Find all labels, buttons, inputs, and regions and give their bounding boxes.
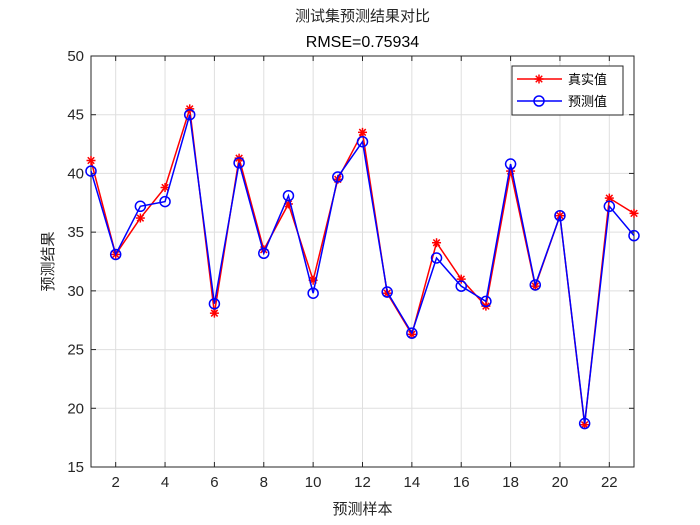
data-point-true (185, 104, 195, 114)
data-point-predicted (307, 287, 319, 299)
data-point-true (135, 213, 145, 223)
legend-marker-circle (533, 95, 545, 107)
legend-entry-predicted: 预测值 (517, 94, 607, 110)
marker-stroke (358, 128, 367, 137)
marker-stroke (535, 75, 543, 83)
data-point-predicted (282, 189, 295, 202)
data-point-predicted (578, 417, 591, 430)
legend-label-predicted: 预测值 (568, 94, 607, 110)
chart-subtitle: RMSE=0.75934 (306, 34, 420, 51)
y-tick-label: 15 (67, 459, 84, 476)
data-point-predicted (603, 200, 616, 213)
legend: 真实值 预测值 (511, 65, 624, 116)
x-tick-label: 2 (112, 474, 120, 491)
legend-marker-asterisk (534, 74, 544, 84)
x-tick-label: 16 (453, 474, 470, 491)
data-point-predicted (134, 200, 147, 213)
data-point-predicted (183, 108, 196, 121)
data-point-true (160, 183, 170, 193)
marker-stroke (630, 209, 638, 218)
x-tick-label: 20 (552, 474, 569, 491)
data-point-predicted (406, 327, 418, 339)
data-point-predicted (504, 158, 517, 170)
x-tick-label: 6 (210, 474, 218, 491)
data-point-predicted (455, 280, 467, 292)
data-point-predicted (480, 295, 492, 308)
marker-stroke (432, 238, 441, 247)
data-point-predicted (529, 279, 542, 291)
y-axis-label: 预测结果 (39, 231, 57, 291)
marker-stroke (136, 214, 145, 222)
legend-marker-glyph (534, 74, 544, 84)
data-point-predicted (208, 298, 221, 310)
marker-stroke (605, 194, 614, 202)
y-tick-label: 45 (67, 107, 84, 124)
data-point-predicted (430, 252, 443, 264)
axis-ticks: 2 4 6 8 10 12 14 16 18 20 22 15 20 25 30 35 40 45 50 (67, 48, 634, 491)
legend-box (511, 65, 624, 116)
data-point-true (358, 127, 367, 137)
data-point-predicted (554, 209, 566, 222)
marker-stroke (161, 183, 169, 192)
y-tick-label: 40 (67, 165, 84, 182)
y-tick-label: 35 (67, 224, 84, 241)
data-point-predicted (85, 165, 97, 177)
data-point-predicted (628, 229, 640, 242)
y-tick-label: 20 (67, 400, 84, 417)
x-tick-label: 22 (601, 474, 618, 491)
x-tick-label: 18 (502, 474, 519, 491)
x-tick-label: 12 (354, 474, 371, 491)
data-point-true (629, 208, 639, 218)
chart-title: 测试集预测结果对比 (295, 7, 430, 25)
series-line-predicted (90, 114, 635, 424)
legend-entry-true: 真实值 (517, 72, 607, 88)
marker-stroke (87, 156, 95, 165)
x-tick-label: 10 (305, 474, 322, 491)
data-point-predicted (332, 171, 344, 183)
data-point-predicted (381, 286, 393, 298)
y-tick-label: 50 (67, 48, 84, 65)
data-point-true (86, 156, 96, 166)
data-point-predicted (258, 247, 270, 260)
x-tick-label: 14 (404, 474, 421, 491)
x-tick-label: 4 (161, 474, 169, 491)
y-tick-label: 25 (67, 342, 84, 359)
marker-stroke (580, 420, 589, 429)
legend-label-true: 真实值 (568, 72, 607, 88)
data-point-predicted (356, 135, 369, 148)
y-tick-label: 30 (67, 283, 84, 300)
x-tick-label: 8 (260, 474, 268, 491)
data-point-true (432, 238, 442, 248)
data-point-predicted (159, 195, 171, 208)
x-axis-label: 预测样本 (332, 500, 392, 518)
marker-stroke (210, 309, 219, 317)
legend-marker-glyph (533, 95, 545, 107)
data-point-true (209, 308, 219, 318)
data-point-predicted (233, 157, 245, 169)
series-layer (85, 104, 640, 430)
data-point-predicted (109, 248, 122, 261)
series-predicted-values (85, 108, 640, 430)
